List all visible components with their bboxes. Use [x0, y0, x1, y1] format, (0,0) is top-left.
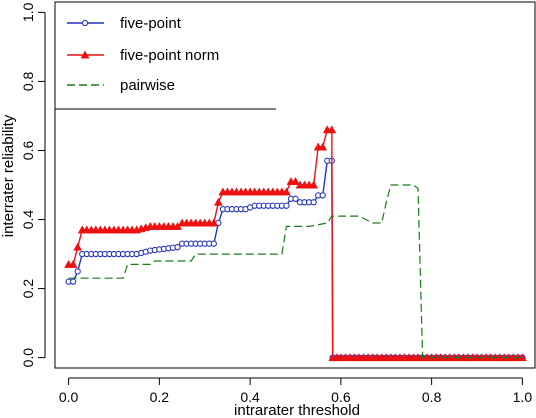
data-point [174, 244, 181, 251]
data-point [74, 268, 81, 275]
data-point [318, 142, 328, 151]
y-tick-label: 0.2 [20, 279, 36, 299]
plot-area [54, 1, 536, 369]
legend: five-point five-point norm pairwise [55, 15, 276, 110]
x-tick-label: 0.4 [240, 389, 260, 405]
series-line [68, 129, 523, 359]
x-tick-label: 0.2 [150, 389, 170, 405]
data-point [310, 199, 317, 206]
y-tick-label: 0.0 [20, 348, 36, 368]
x-tick-label: 0.6 [331, 389, 351, 405]
series-line [68, 184, 523, 359]
data-point [70, 278, 77, 285]
series-layer [64, 125, 527, 362]
x-axis-title: intrarater threshold [234, 402, 360, 418]
y-axis-title: interrater reliability [0, 114, 17, 237]
plot-border [54, 1, 536, 369]
legend-label: pairwise [120, 77, 175, 94]
data-point [210, 240, 217, 247]
x-tick-label: 0.8 [422, 389, 442, 405]
x-tick-label: 1.0 [513, 389, 533, 405]
data-point [319, 192, 326, 199]
series-line [68, 160, 523, 359]
y-tick-label: 0.6 [20, 141, 36, 161]
series-five-point-norm [64, 125, 527, 362]
data-point [291, 177, 300, 185]
data-point [73, 242, 83, 251]
legend-marker [81, 19, 89, 27]
data-point [309, 180, 319, 189]
legend-label: five-point [120, 15, 182, 32]
series-five-point [65, 157, 526, 361]
legend-label: five-point norm [120, 47, 219, 64]
axes: 0.0 0.2 0.4 0.6 0.8 1.0 0.0 0.2 0.4 0.6 0.8 1.0 [20, 2, 532, 405]
legend-marker [80, 50, 90, 59]
y-tick-label: 0.4 [20, 210, 36, 230]
data-point [292, 195, 299, 202]
data-point [213, 197, 223, 206]
x-tick-label: 0.0 [59, 389, 79, 405]
data-point [327, 125, 337, 134]
data-point [283, 202, 290, 209]
y-tick-label: 1.0 [20, 2, 36, 22]
y-tick-label: 0.8 [20, 71, 36, 91]
data-point [68, 259, 78, 268]
series-pairwise [68, 184, 523, 359]
data-point [281, 187, 291, 196]
data-point [209, 218, 219, 227]
